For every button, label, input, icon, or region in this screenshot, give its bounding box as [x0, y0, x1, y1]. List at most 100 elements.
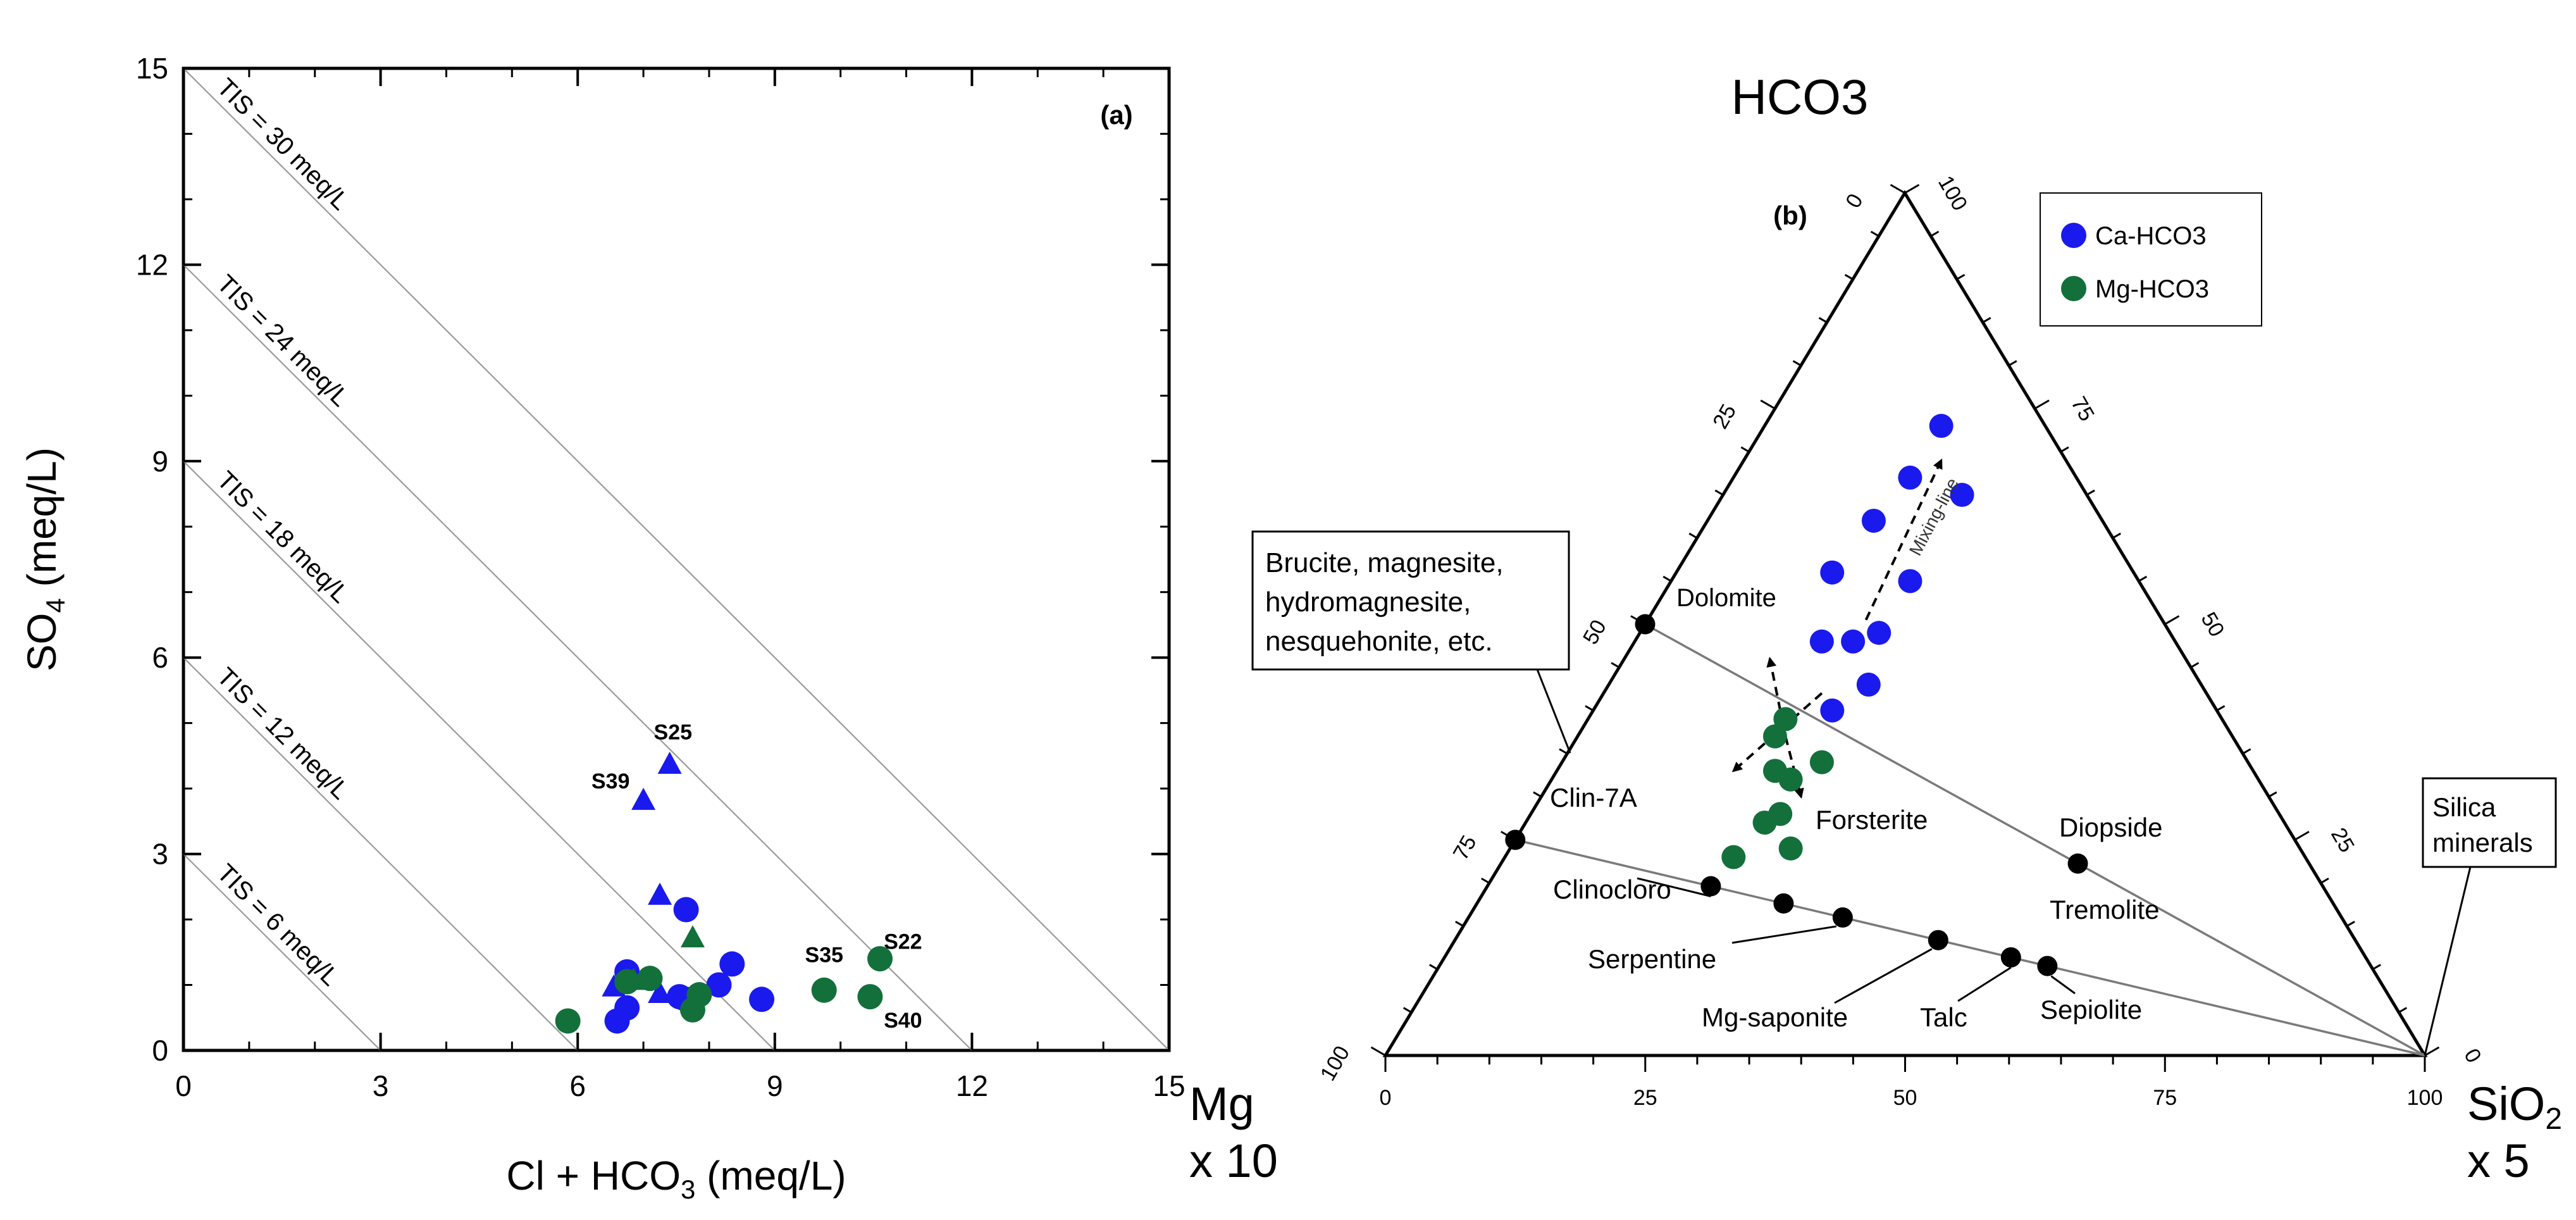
left-tick: [1714, 489, 1724, 496]
bottom-tick-label: 75: [2153, 1086, 2177, 1110]
y-tick-label: 3: [152, 838, 168, 871]
right-tick: [2008, 360, 2017, 366]
right-tick: [1930, 230, 1940, 237]
right-tick: [2216, 705, 2226, 712]
panel-a-frame: [182, 66, 1171, 1052]
right-tick-label: 25: [2326, 824, 2359, 857]
data-point-triangle: [680, 925, 705, 948]
callout-talc: Talc: [1920, 1002, 1967, 1032]
legend-marker-mg: [2061, 276, 2086, 301]
data-point-triangle: [648, 882, 672, 905]
callout-clinocloro: Clinocloro: [1553, 875, 1671, 904]
x-label-sub: 3: [681, 1174, 695, 1204]
left-tick-label: 75: [1449, 831, 1482, 864]
y-tick-label: 9: [152, 445, 168, 478]
mineral-dot: [1635, 614, 1656, 635]
callout-leader: [1731, 925, 1837, 944]
left-tick: [1760, 399, 1776, 410]
right-tick: [2424, 1046, 2440, 1057]
right-tick: [2320, 877, 2329, 884]
mineral-dot: [2000, 947, 2021, 968]
ternary-point: [1809, 629, 1834, 654]
x-tick-label: 15: [1153, 1069, 1185, 1102]
left-tick: [1533, 791, 1542, 798]
bottom-tick-label: 0: [1380, 1086, 1392, 1110]
left-tick: [1585, 705, 1594, 712]
brucite-box: Brucite, magnesite, hydromagnesite, nesq…: [1251, 530, 1571, 754]
ternary-point: [1762, 724, 1787, 749]
tis-line: [183, 264, 973, 1051]
ternary-point: [1856, 672, 1881, 697]
callout-leader: [2050, 975, 2076, 995]
mineral-dot: [2067, 853, 2088, 874]
data-point-circle: [614, 995, 640, 1021]
brucite-leader: [1536, 669, 1571, 754]
ternary-point: [1773, 707, 1798, 731]
left-tick: [1870, 230, 1879, 237]
brucite-box-frame: [1251, 530, 1570, 671]
legend-label-ca: Ca-HCO3: [2095, 222, 2207, 250]
data-point-circle: [555, 1008, 581, 1034]
panel-b-points: [1721, 414, 1974, 869]
right-tick-label: 0: [2459, 1045, 2486, 1067]
legend-label-mg: Mg-HCO3: [2095, 275, 2209, 303]
point-label: S25: [654, 721, 693, 745]
panel-a-label: (a): [1100, 100, 1132, 130]
right-tick: [2372, 964, 2381, 970]
data-point-circle: [706, 972, 732, 998]
left-tick: [1455, 921, 1464, 927]
right-tick: [2164, 615, 2180, 625]
tis-line: [183, 68, 1170, 1051]
panel-a-points: S25 S39 S35 S22 S40: [555, 721, 922, 1034]
ternary-point: [1898, 465, 1923, 490]
y-label-sub: 4: [40, 598, 70, 613]
data-point-circle: [637, 966, 663, 992]
apex-sio2-label: SiO2: [2467, 1078, 2562, 1136]
brucite-line-1: Brucite, magnesite,: [1265, 547, 1504, 578]
ternary-point: [1929, 414, 1954, 439]
tis-line: [183, 657, 578, 1051]
mineral-dots: [1505, 614, 2088, 976]
apex-hco3-label: HCO3: [1731, 69, 1869, 125]
ternary-point: [1778, 836, 1803, 861]
y-label-main: SO: [19, 613, 65, 671]
tis-label: TIS = 12 meq/L: [211, 663, 354, 805]
mineral-label-tremolite: Tremolite: [2050, 895, 2159, 924]
ternary-point: [1950, 483, 1974, 507]
legend-box: [2040, 192, 2262, 327]
silica-leader: [2424, 866, 2472, 1056]
data-point-circle: [673, 897, 699, 923]
mineral-dot: [1773, 893, 1794, 914]
point-label: S35: [805, 943, 843, 967]
legend-marker-ca: [2061, 223, 2086, 248]
right-tick: [2138, 575, 2148, 582]
left-tick: [1844, 273, 1854, 280]
silica-box-frame: [2422, 777, 2557, 868]
right-tick: [2112, 532, 2121, 539]
ternary-point: [1809, 750, 1834, 775]
bottom-tick-label: 100: [2407, 1086, 2443, 1110]
data-point-triangle: [631, 787, 656, 810]
left-tick: [1428, 964, 1438, 970]
data-point-triangle: [648, 981, 672, 1004]
left-tick: [1890, 184, 1905, 194]
right-tick: [2268, 791, 2277, 798]
right-tick: [2346, 921, 2355, 927]
ternary-point: [1768, 802, 1793, 826]
ternary-point: [1820, 560, 1845, 585]
tis-label: TIS = 18 meq/L: [211, 466, 354, 609]
left-tick-label: 50: [1578, 616, 1611, 649]
bottom-tick-label: 25: [1633, 1086, 1657, 1110]
data-point-triangle: [657, 751, 682, 774]
apex-sio2-label-2: x 5: [2467, 1135, 2530, 1187]
mineral-label-clin7a: Clin-7A: [1550, 783, 1637, 812]
left-tick-label: 100: [1316, 1042, 1354, 1085]
panel-a-scatter: TIS = 30 meq/L TIS = 24 meq/L TIS = 18 meq…: [19, 52, 1186, 1204]
right-tick: [1904, 184, 1920, 194]
ternary-point: [1861, 508, 1886, 533]
x-tick-label: 3: [373, 1069, 389, 1102]
y-label-unit: (meq/L): [19, 447, 65, 598]
mineral-dot: [1700, 876, 1721, 897]
